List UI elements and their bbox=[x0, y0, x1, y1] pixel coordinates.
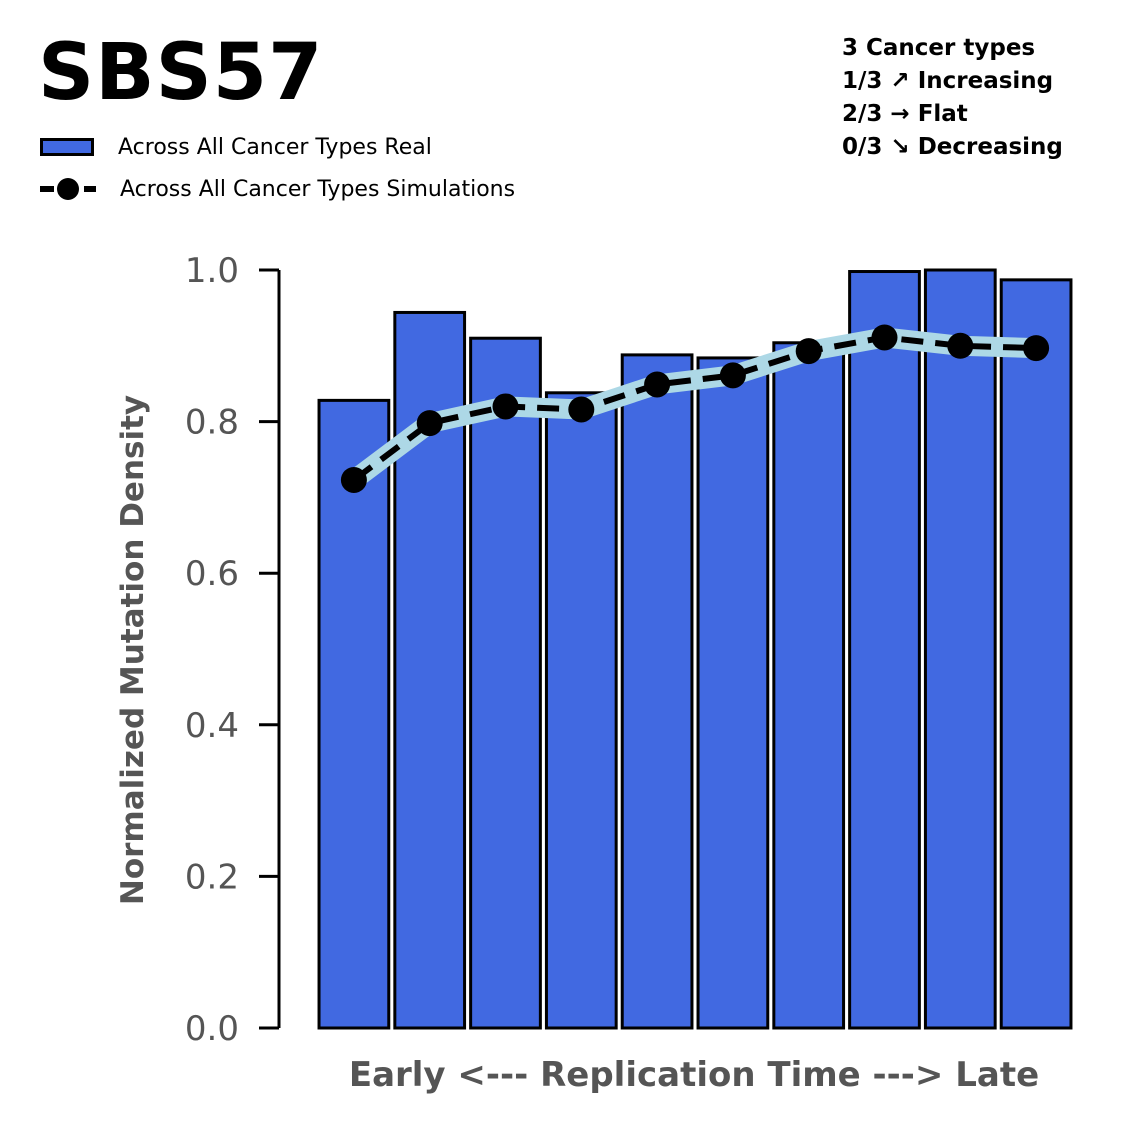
y-tick-label-1: 0.2 bbox=[185, 857, 239, 897]
simulation-point-6 bbox=[719, 362, 746, 389]
x-axis-label: Early <--- Replication Time ---> Late bbox=[349, 1055, 1039, 1095]
trend-summary: 3 Cancer types 1/3 ↗ Increasing 2/3 → Fl… bbox=[842, 32, 1063, 164]
chart-title: SBS57 bbox=[38, 28, 324, 118]
bar-8 bbox=[848, 270, 921, 1030]
simulation-point-8 bbox=[871, 324, 898, 351]
bar-1 bbox=[317, 398, 391, 1030]
bar-4 bbox=[544, 391, 618, 1030]
legend-bar-swatch bbox=[40, 138, 94, 156]
summary-increasing: 1/3 ↗ Increasing bbox=[842, 68, 1054, 94]
bar-5 bbox=[620, 353, 694, 1030]
simulation-line-layer bbox=[340, 324, 1050, 493]
legend-simulations-label: Across All Cancer Types Simulations bbox=[120, 176, 516, 202]
bar-3 bbox=[469, 336, 542, 1030]
y-tick-label-5: 1.0 bbox=[185, 251, 239, 291]
y-tick-label-2: 0.4 bbox=[185, 706, 239, 746]
simulation-point-4 bbox=[568, 396, 595, 423]
bars-layer bbox=[317, 268, 1073, 1030]
summary-decreasing: 0/3 ↘ Decreasing bbox=[842, 134, 1063, 160]
y-tick-label-3: 0.6 bbox=[185, 554, 239, 594]
legend-item-simulations: Across All Cancer Types Simulations bbox=[40, 174, 515, 204]
summary-cancer-types: 3 Cancer types bbox=[842, 35, 1036, 61]
y-tick-label-4: 0.8 bbox=[185, 403, 239, 443]
simulation-point-5 bbox=[644, 371, 671, 398]
simulation-point-1 bbox=[340, 466, 367, 493]
simulation-point-2 bbox=[416, 410, 443, 437]
simulation-point-10 bbox=[1023, 335, 1050, 362]
summary-flat: 2/3 → Flat bbox=[842, 101, 968, 127]
bar-6 bbox=[696, 356, 770, 1030]
bar-9 bbox=[923, 268, 997, 1030]
y-axis: 0.0 0.2 0.4 0.6 0.8 1.0 bbox=[185, 251, 281, 1049]
legend-item-real: Across All Cancer Types Real bbox=[40, 132, 432, 162]
bar-7 bbox=[772, 341, 846, 1030]
simulation-point-7 bbox=[795, 338, 822, 365]
y-axis-label: Normalized Mutation Density bbox=[115, 395, 151, 905]
legend-line-swatch bbox=[40, 174, 96, 204]
bar-10 bbox=[999, 278, 1073, 1030]
simulation-line bbox=[352, 334, 1037, 483]
simulation-point-9 bbox=[947, 332, 974, 359]
legend-real-label: Across All Cancer Types Real bbox=[118, 134, 432, 160]
simulation-point-3 bbox=[492, 393, 519, 420]
y-tick-label-0: 0.0 bbox=[185, 1009, 239, 1049]
